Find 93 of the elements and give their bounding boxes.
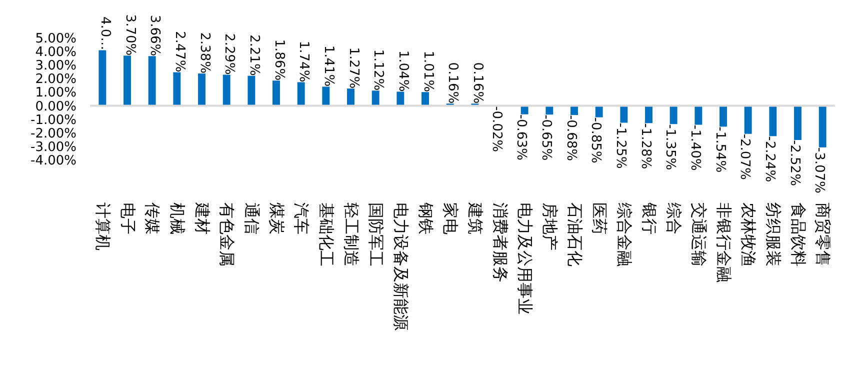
bar	[124, 56, 131, 106]
x-tick-label: 建材	[192, 201, 212, 234]
bar	[818, 106, 826, 148]
x-tick-label: 农林牧渔	[739, 202, 758, 266]
data-label: -0.68%	[563, 114, 578, 161]
x-tick-label: 交通运输	[689, 202, 708, 266]
data-label: 1.04%	[395, 50, 410, 92]
x-tick-label: 有色金属	[218, 202, 237, 266]
x-tick-label: 国防军工	[366, 202, 386, 266]
x-tick-label: 煤炭	[267, 202, 286, 234]
data-label: -1.40%	[687, 124, 702, 171]
bar	[322, 86, 330, 106]
x-tick-label: 轻工制造	[342, 202, 361, 266]
data-label: 1.27%	[346, 47, 361, 89]
bar	[372, 90, 380, 106]
data-label: -1.25%	[612, 122, 628, 169]
x-tick-label: 计算机	[93, 202, 112, 250]
x-tick-label: 综合金融	[614, 202, 634, 266]
bar	[769, 106, 777, 136]
x-tick-label: 电力设备及新能源	[391, 202, 410, 330]
x-tick-label: 石油石化	[565, 202, 584, 266]
x-tick-label: 基础化工	[316, 202, 336, 266]
y-tick-label: 4.00%	[35, 45, 76, 60]
x-tick-label: 电力及公用事业	[516, 202, 535, 314]
data-label: 0.16%	[445, 62, 460, 104]
x-tick-label: 综合	[664, 202, 684, 234]
x-tick-label: 传媒	[143, 202, 162, 234]
y-tick-label: 5.00%	[35, 32, 76, 46]
data-label: 1.41%	[320, 45, 336, 87]
x-tick-label: 家电	[441, 202, 460, 234]
bar	[98, 50, 106, 106]
x-tick-label: 建筑	[466, 201, 485, 234]
data-label: 2.21%	[246, 34, 262, 76]
x-tick-label: 通信	[242, 202, 262, 234]
data-label: -2.07%	[737, 134, 752, 180]
bar	[347, 88, 354, 106]
bar	[148, 56, 156, 106]
x-tick-label: 非银行金融	[714, 202, 734, 282]
x-tick-label: 医药	[590, 202, 610, 234]
x-tick-label: 机械	[168, 202, 187, 234]
data-label: -1.28%	[638, 123, 653, 170]
data-label: 1.74%	[296, 40, 312, 82]
y-tick-label: 0.00%	[35, 99, 76, 114]
data-label: -1.35%	[662, 124, 678, 170]
data-label: 0.16%	[470, 62, 485, 104]
x-tick-label: 纺织服装	[764, 202, 783, 266]
bar	[422, 92, 429, 106]
bar	[670, 106, 678, 124]
bar	[694, 106, 702, 125]
x-tick-label: 消费者服务	[490, 202, 510, 282]
data-label: -0.02%	[488, 106, 504, 152]
bar	[248, 76, 256, 106]
data-label: -1.54%	[712, 126, 728, 173]
data-label: -3.07%	[812, 147, 827, 194]
bar	[645, 106, 652, 124]
data-label: 3.70%	[122, 14, 138, 56]
bar	[620, 106, 628, 123]
data-label: 2.47%	[172, 30, 187, 72]
y-tick-label: -3.00%	[30, 140, 76, 155]
bar	[222, 74, 230, 106]
x-tick-label: 食品饮料	[788, 202, 808, 266]
x-tick-label: 钢铁	[416, 201, 436, 234]
bar	[720, 106, 727, 127]
data-label: -0.65%	[538, 114, 554, 161]
y-tick-label: 3.00%	[35, 58, 76, 74]
bar	[173, 72, 181, 106]
data-label: -2.24%	[762, 136, 777, 182]
data-label: 1.12%	[370, 49, 386, 91]
data-label: 4.0…	[97, 16, 112, 50]
y-tick-label: 2.00%	[35, 72, 76, 88]
y-tick-label: -2.00%	[30, 126, 76, 142]
x-tick-label: 商贸零售	[814, 202, 833, 266]
y-tick-label: -1.00%	[30, 112, 76, 128]
data-label: 3.66%	[147, 14, 162, 56]
bar	[396, 92, 404, 106]
data-label: -0.63%	[514, 114, 529, 160]
bar	[297, 82, 305, 106]
x-tick-label: 电子	[118, 202, 138, 234]
bar	[744, 106, 752, 134]
x-tick-label: 汽车	[292, 202, 312, 234]
data-label: 2.29%	[222, 33, 237, 75]
y-tick-label: -4.00%	[30, 154, 76, 168]
data-label: 1.01%	[420, 50, 436, 92]
bar	[198, 74, 206, 106]
data-label: 2.38%	[196, 32, 212, 74]
bar	[272, 80, 280, 106]
y-tick-label: 1.00%	[35, 86, 76, 101]
bar	[794, 106, 802, 140]
x-tick-label: 房地产	[540, 202, 560, 250]
data-label: 1.86%	[271, 39, 286, 81]
x-tick-label: 银行	[640, 201, 659, 234]
data-label: -0.85%	[588, 117, 604, 164]
data-label: -2.52%	[786, 140, 802, 186]
